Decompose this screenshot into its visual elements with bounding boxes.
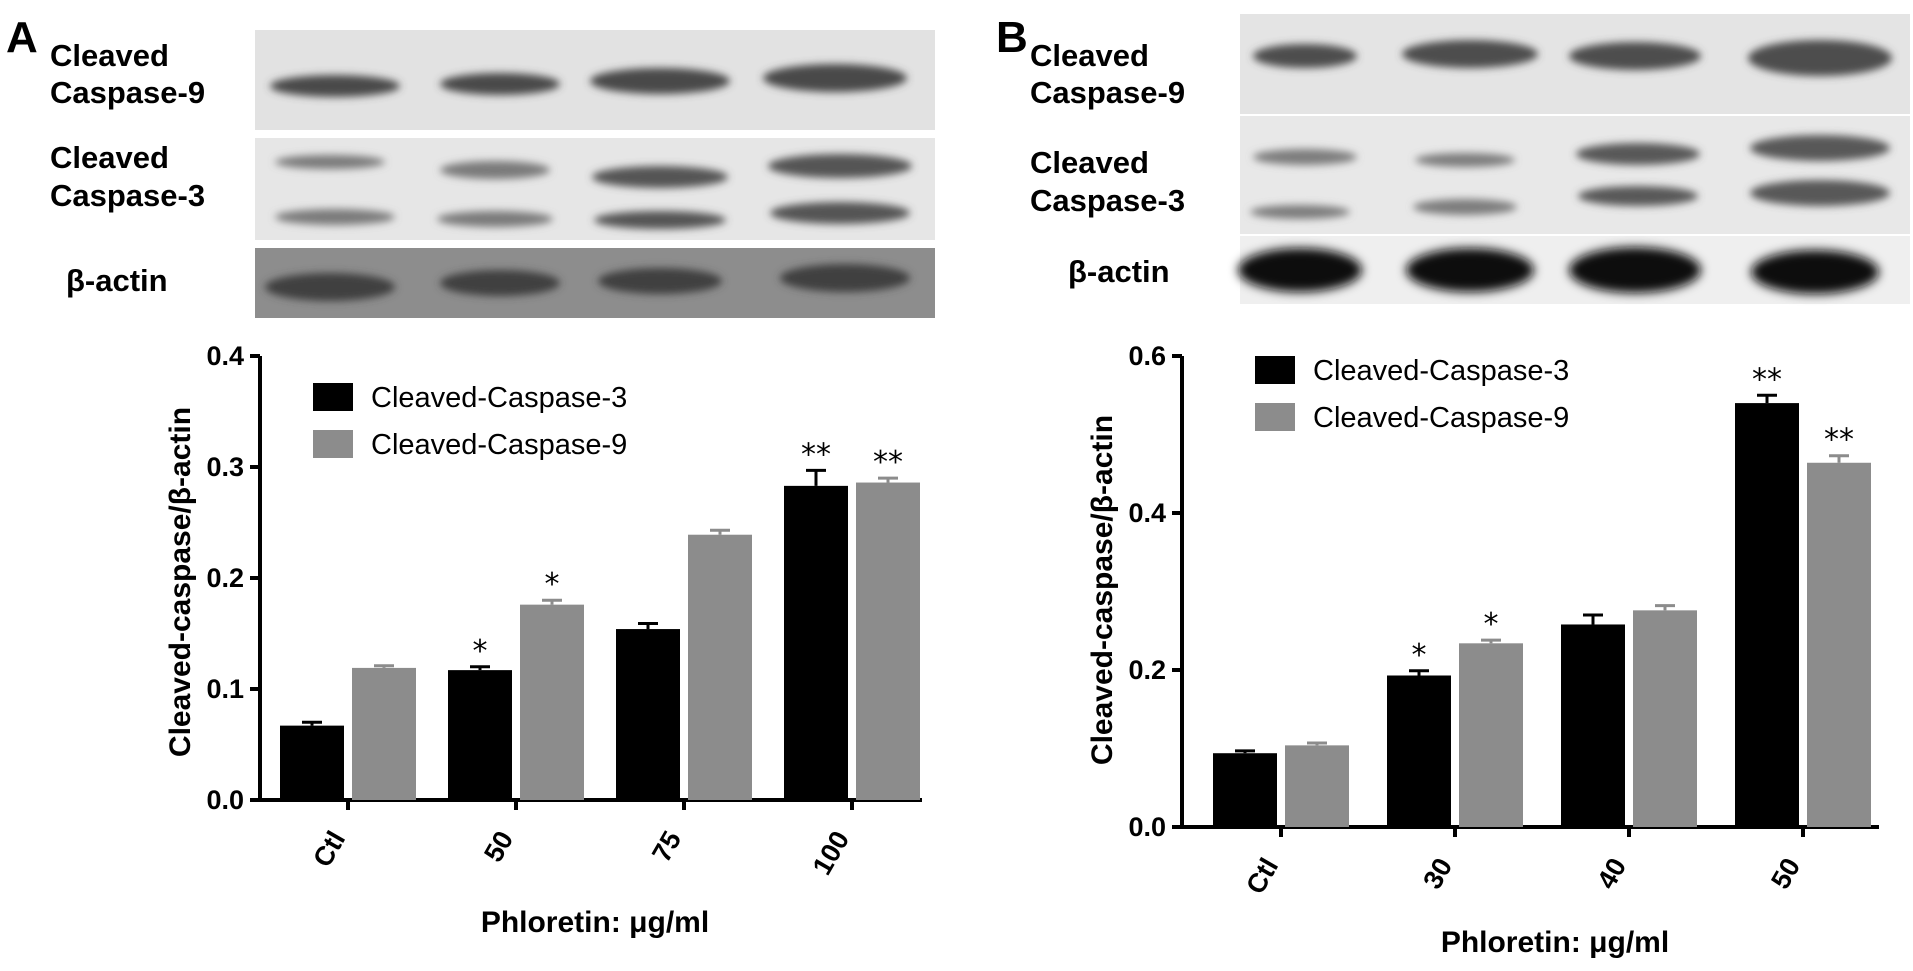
significance-marker: * [1412, 638, 1427, 673]
y-tick-label: 0.4 [1128, 498, 1166, 528]
panel-b-caspase9-label-line2: Caspase-9 [1030, 75, 1185, 110]
y-tick-label: 0.2 [1128, 655, 1166, 685]
x-tick-label: 50 [478, 826, 519, 867]
legend-swatch [313, 383, 353, 411]
panel-b-caspase3-label-line1: Cleaved [1030, 145, 1149, 180]
panel-b-actin-blot [1238, 236, 1910, 304]
chart-b: Cleaved-caspase/β-actin Phloretin: μg/ml… [1086, 341, 1879, 959]
panel-a-caspase9-label-line1: Cleaved [50, 38, 169, 73]
x-tick-label: 40 [1591, 853, 1632, 894]
bar [616, 629, 680, 800]
x-tick-label: Ctl [307, 826, 351, 872]
bar [1807, 462, 1871, 827]
panel-a-actin-label: β-actin [66, 263, 168, 298]
x-tick-label: 100 [807, 826, 856, 880]
x-tick-label: 50 [1765, 853, 1806, 894]
panel-b-caspase3-blot [1240, 116, 1910, 234]
bar [1213, 753, 1277, 827]
y-tick-label: 0.0 [206, 785, 244, 815]
chart-a: Cleaved-caspase/β-actin Phloretin: μg/ml… [164, 341, 922, 939]
panel-b-blot: B Cleaved Caspase-9 Cleaved Caspase-3 β-… [996, 13, 1910, 304]
panel-a-caspase9-label-line2: Caspase-9 [50, 75, 205, 110]
bar [1735, 403, 1799, 827]
panel-a-caspase3-label-line1: Cleaved [50, 140, 169, 175]
legend-swatch [313, 430, 353, 458]
panel-b-caspase3-label-line2: Caspase-3 [1030, 183, 1185, 218]
bar [520, 604, 584, 800]
bar [1285, 745, 1349, 827]
panel-b-letter: B [996, 13, 1028, 62]
x-tick-label: 75 [646, 826, 687, 867]
chart-b-y-axis-title: Cleaved-caspase/β-actin [1086, 415, 1119, 765]
legend-swatch [1255, 356, 1295, 384]
panel-a-actin-blot [255, 248, 935, 318]
y-tick-label: 0.0 [1128, 812, 1166, 842]
panel-a-caspase3-label-line2: Caspase-3 [50, 178, 205, 213]
bar [1633, 610, 1697, 827]
chart-a-y-axis-title: Cleaved-caspase/β-actin [164, 407, 197, 757]
x-tick-label: Ctl [1240, 853, 1284, 899]
significance-marker: ** [801, 437, 831, 472]
y-tick-label: 0.3 [206, 452, 244, 482]
legend-entry: Cleaved-Caspase-3 [371, 382, 627, 414]
y-tick-label: 0.2 [206, 563, 244, 593]
x-tick-label: 30 [1417, 853, 1458, 894]
significance-marker: * [545, 567, 560, 602]
bar [352, 667, 416, 800]
chart-b-x-axis-title: Phloretin: μg/ml [1441, 926, 1669, 959]
bar [1561, 624, 1625, 827]
bar [1459, 643, 1523, 827]
legend-entry: Cleaved-Caspase-9 [1313, 402, 1569, 434]
significance-marker: * [1484, 607, 1499, 642]
chart-a-x-axis-title: Phloretin: μg/ml [481, 906, 709, 939]
y-tick-label: 0.1 [206, 674, 244, 704]
bar [784, 485, 848, 800]
bar [688, 534, 752, 800]
significance-marker: * [473, 634, 488, 669]
panel-a-caspase3-blot [255, 138, 935, 240]
y-tick-label: 0.4 [206, 341, 244, 371]
bar [448, 670, 512, 800]
significance-marker: ** [1824, 423, 1854, 458]
bar [280, 725, 344, 800]
y-tick-label: 0.6 [1128, 341, 1166, 371]
legend-swatch [1255, 403, 1295, 431]
panel-a-blot: A Cleaved Caspase-9 Cleaved Caspase-3 β-… [6, 13, 935, 318]
panel-b-actin-label: β-actin [1068, 254, 1170, 289]
legend-entry: Cleaved-Caspase-3 [1313, 355, 1569, 387]
bar [856, 482, 920, 800]
bar [1387, 675, 1451, 827]
panel-a-letter: A [6, 13, 38, 62]
panel-b-caspase9-label-line1: Cleaved [1030, 38, 1149, 73]
significance-marker: ** [1752, 362, 1782, 397]
panel-a-caspase9-blot [255, 30, 935, 130]
panel-b-caspase9-blot [1240, 14, 1910, 114]
significance-marker: ** [873, 445, 903, 480]
legend-entry: Cleaved-Caspase-9 [371, 429, 627, 461]
